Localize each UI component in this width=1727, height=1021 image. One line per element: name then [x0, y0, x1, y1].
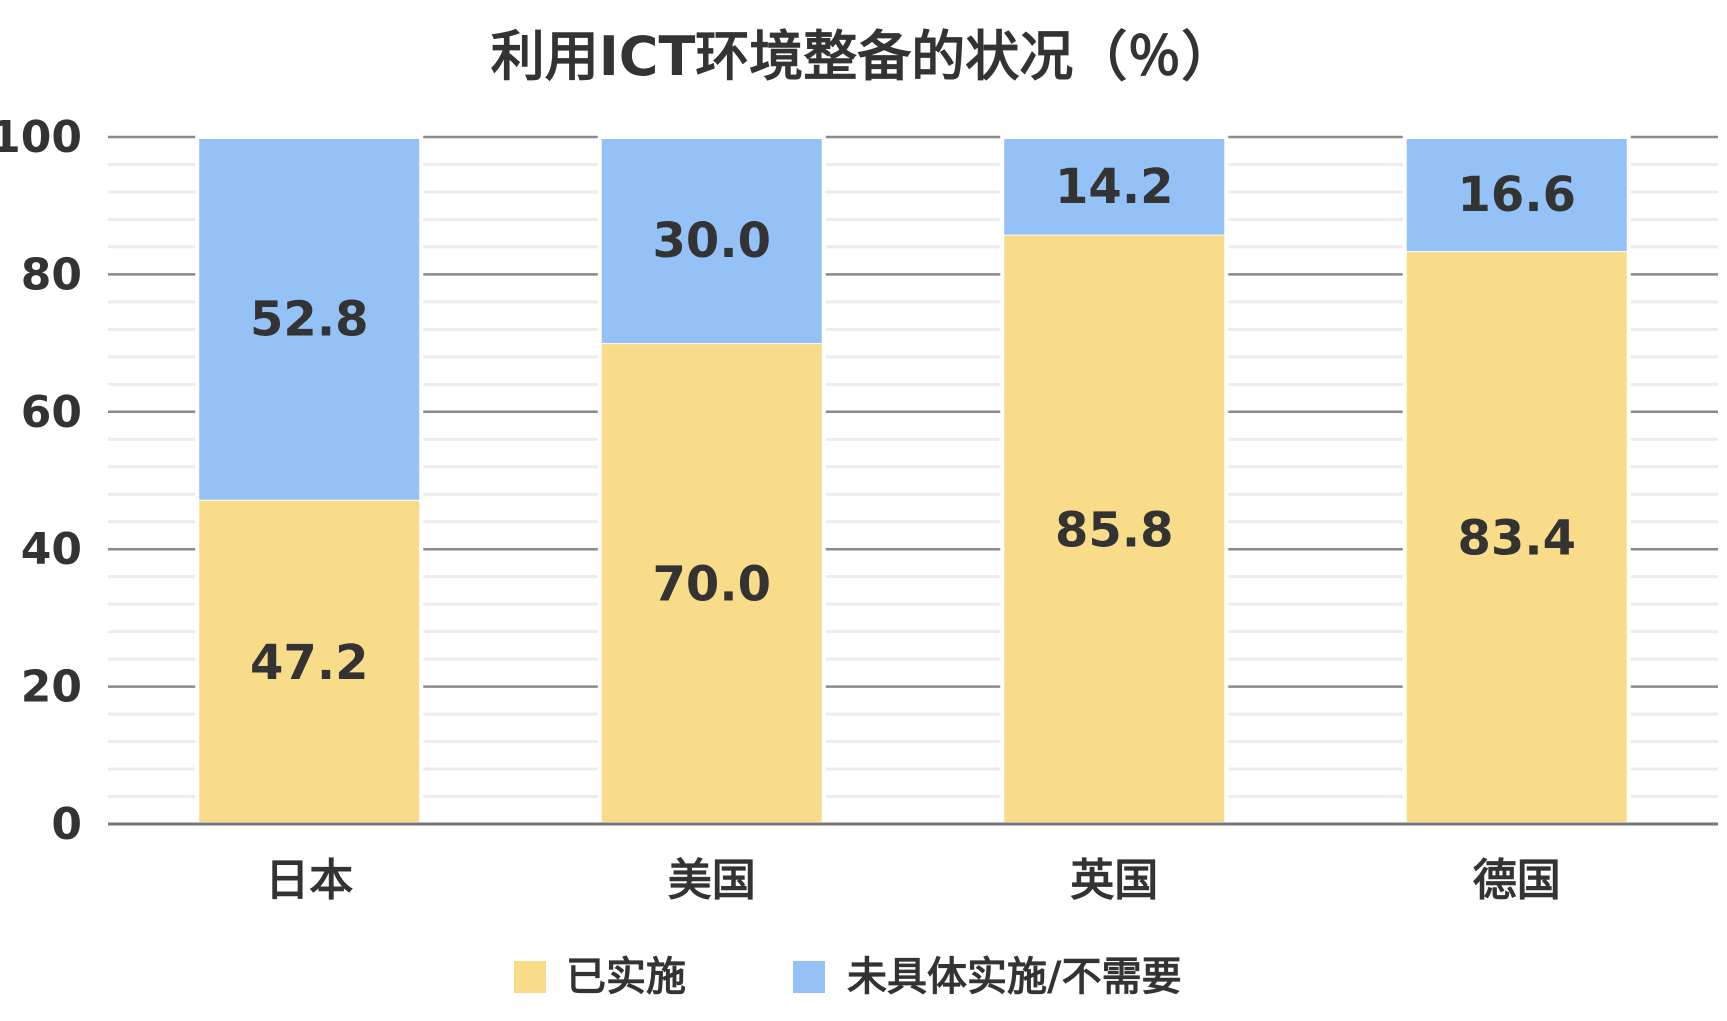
y-tick-label: 60: [21, 387, 82, 438]
legend-swatch: [514, 961, 546, 993]
y-tick-label: 80: [21, 249, 82, 300]
bar-segment: [199, 139, 420, 500]
y-tick-label: 100: [0, 112, 82, 163]
x-tick-label: 德国: [1473, 855, 1561, 906]
data-label: 70.0: [653, 557, 771, 613]
bars-layer: 47.2 52.8 70.0 30.0 85.8 14.2 83.4 16.6: [195, 133, 1631, 823]
legend-label: 未具体实施/不需要: [847, 954, 1182, 1000]
legend-swatch: [793, 961, 825, 993]
x-tick-label: 英国: [1070, 855, 1158, 906]
bar-segment: [1406, 252, 1627, 823]
axis-layer: 0 20 40 60 80 100 日本 美国 英国 德国: [0, 112, 1718, 906]
chart-title: 利用ICT环境整备的状况（％）: [491, 25, 1236, 88]
bar-segment: [601, 139, 822, 344]
bar-segment: [1406, 139, 1627, 252]
data-label: 85.8: [1055, 502, 1173, 558]
x-tick-label: 日本: [265, 855, 353, 906]
data-label: 83.4: [1458, 511, 1576, 567]
data-label: 14.2: [1055, 159, 1173, 215]
x-tick-label: 美国: [668, 855, 756, 906]
y-tick-label: 20: [21, 662, 82, 713]
y-tick-label: 0: [51, 799, 82, 850]
bar-segment: [199, 500, 420, 822]
data-label: 16.6: [1458, 167, 1576, 223]
bar-segment: [1004, 139, 1225, 235]
data-label: 47.2: [250, 635, 368, 691]
data-label: 52.8: [250, 291, 368, 347]
data-label: 30.0: [653, 213, 771, 269]
y-tick-label: 40: [21, 524, 82, 575]
legend: 已实施 未具体实施/不需要: [514, 954, 1182, 1000]
legend-label: 已实施: [566, 954, 686, 1000]
bar-segment: [1004, 235, 1225, 822]
bar-segment: [601, 344, 822, 822]
